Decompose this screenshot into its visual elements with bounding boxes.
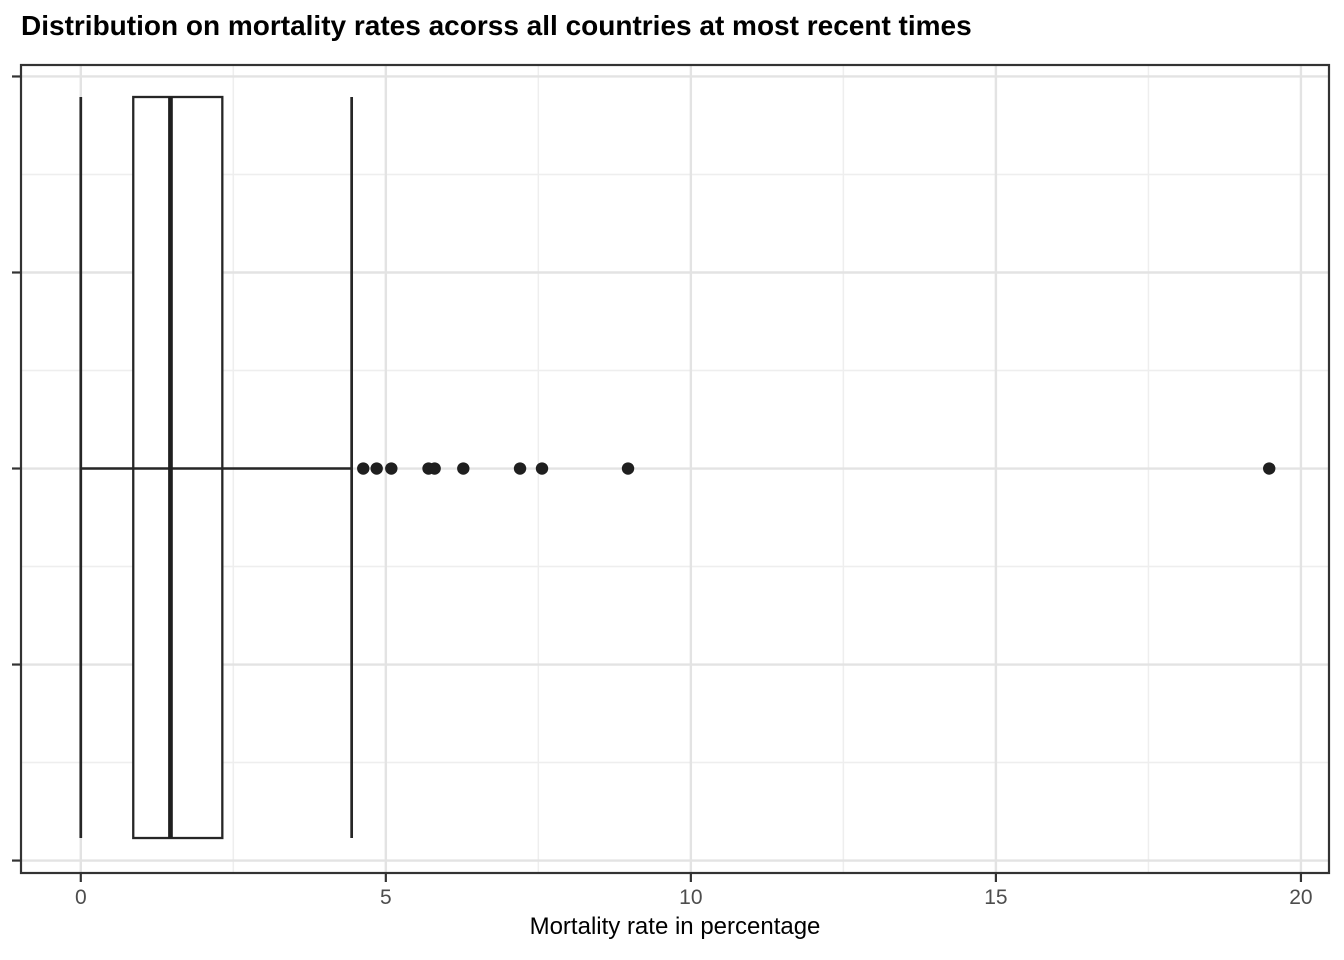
x-tick-label: 20 [1289,886,1312,909]
x-tick-label: 10 [679,886,702,909]
x-axis-title: Mortality rate in percentage [529,913,821,940]
outlier-point [1263,462,1276,475]
outlier-point [428,462,441,475]
x-tick-label: 5 [380,886,392,909]
outlier-point [513,462,527,475]
outlier-point [370,462,383,475]
outlier-point [357,462,370,475]
chart-title: Distribution on mortality rates acorss a… [21,10,972,41]
outlier-point [535,462,549,475]
outlier-point [621,462,635,475]
x-tick-label: 15 [984,886,1007,909]
outlier-point [385,462,398,475]
x-tick-label: 0 [75,886,87,909]
outlier-point [457,462,470,475]
